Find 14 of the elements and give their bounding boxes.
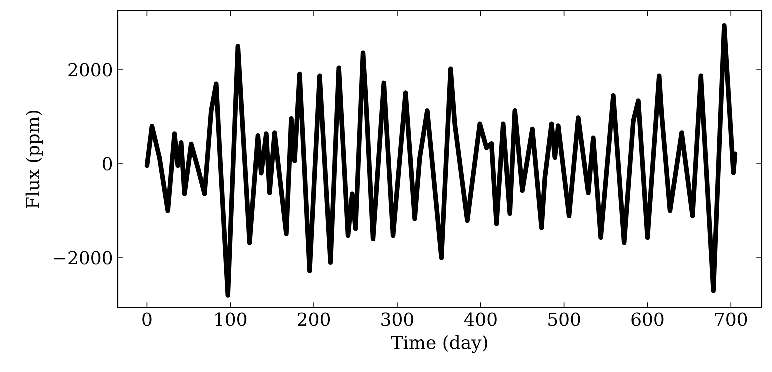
x-tick-label: 700 (715, 312, 748, 326)
x-tick-label: 300 (382, 312, 414, 326)
x-tick-label: 500 (548, 312, 580, 326)
y-tick-label: −2000 (54, 251, 112, 265)
x-axis-title: Time (day) (391, 335, 488, 354)
x-tick-label: 600 (632, 312, 664, 326)
x-tick-label: 0 (142, 312, 152, 326)
x-tick-label: 400 (464, 312, 497, 326)
x-tick-label: 100 (216, 312, 247, 326)
y-tick-label: 0 (103, 157, 112, 171)
x-tick-label: 200 (298, 312, 330, 326)
line-series (144, 23, 738, 298)
y-tick-label: 2000 (68, 63, 112, 77)
y-axis-title: Flux (ppm) (26, 111, 44, 208)
